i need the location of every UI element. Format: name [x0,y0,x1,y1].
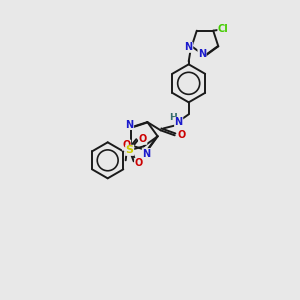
Text: N: N [184,42,193,52]
Text: N: N [198,49,206,59]
Text: S: S [126,145,134,155]
Text: N: N [175,117,183,127]
Text: N: N [125,119,134,130]
Text: O: O [135,158,143,168]
Text: O: O [122,140,131,150]
Text: Cl: Cl [218,24,229,34]
Text: N: N [142,148,150,159]
Text: O: O [139,134,147,144]
Text: O: O [178,130,186,140]
Text: H: H [169,113,177,122]
